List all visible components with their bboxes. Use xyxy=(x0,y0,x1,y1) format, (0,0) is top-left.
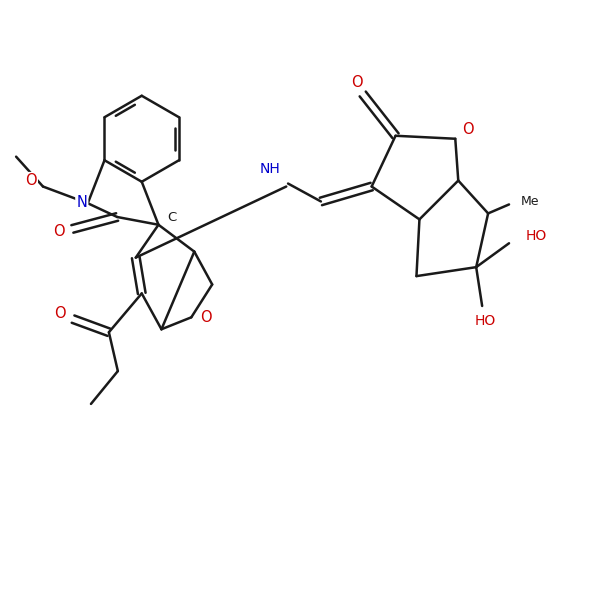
Text: O: O xyxy=(54,305,66,320)
Text: HO: HO xyxy=(475,314,496,328)
Text: O: O xyxy=(25,173,37,188)
Text: C: C xyxy=(167,211,176,224)
Text: HO: HO xyxy=(525,229,547,243)
Text: NH: NH xyxy=(260,161,281,176)
Text: O: O xyxy=(200,310,212,325)
Text: O: O xyxy=(351,74,362,89)
Text: Me: Me xyxy=(521,195,539,208)
Text: N: N xyxy=(76,194,87,209)
Text: O: O xyxy=(463,122,474,137)
Text: O: O xyxy=(53,224,65,239)
